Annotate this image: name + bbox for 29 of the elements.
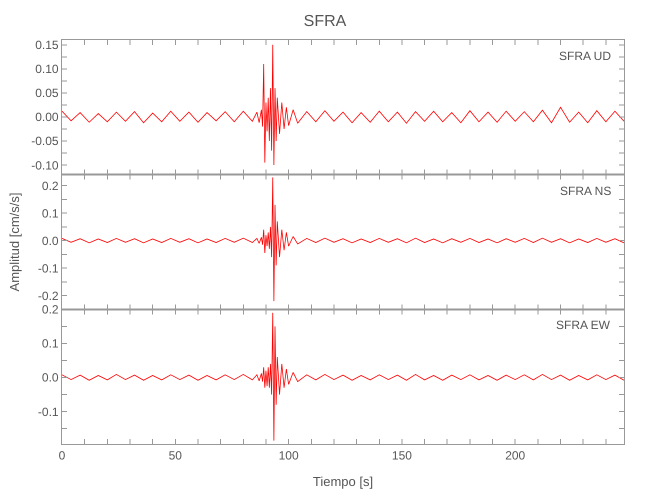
line-series — [62, 312, 624, 441]
x-axis-title: Tiempo [s] — [312, 474, 374, 489]
y-tick-label: 0.0 — [42, 234, 59, 248]
y-tick-label: 0.0 — [42, 370, 59, 385]
y-tick-label: -0.10 — [31, 158, 59, 172]
y-tick-label: -0.2 — [38, 288, 59, 303]
line-series — [62, 177, 624, 302]
y-tick-label: 0.1 — [42, 206, 59, 220]
y-tick-label: -0.1 — [38, 261, 59, 276]
x-tick-label: 100 — [278, 448, 299, 462]
y-tick-label: 0.15 — [35, 38, 59, 52]
y-tick-label: 0.00 — [35, 110, 59, 124]
y-tick-label: 0.10 — [35, 62, 59, 76]
x-tick-label: 0 — [58, 448, 66, 462]
y-tick-label: 0.2 — [42, 302, 59, 317]
x-tick-label: 50 — [168, 448, 182, 462]
annotation: SFRA EW — [556, 318, 611, 332]
y-tick-label: 0.05 — [35, 86, 59, 100]
y-tick-label: -0.1 — [38, 404, 59, 419]
annotation: SFRA UD — [559, 49, 612, 63]
x-tick-label: 150 — [392, 448, 412, 462]
x-tick-label: 200 — [505, 448, 526, 462]
annotation: SFRA NS — [560, 184, 612, 198]
y-tick-label: -0.05 — [31, 134, 59, 148]
y-tick-label: 0.1 — [42, 336, 59, 351]
y-tick-label: 0.2 — [42, 178, 59, 193]
chart-title: SFRA — [304, 13, 347, 30]
y-axis-title: Amplitud [cm/s/s] — [6, 192, 22, 292]
line-series — [62, 44, 624, 166]
